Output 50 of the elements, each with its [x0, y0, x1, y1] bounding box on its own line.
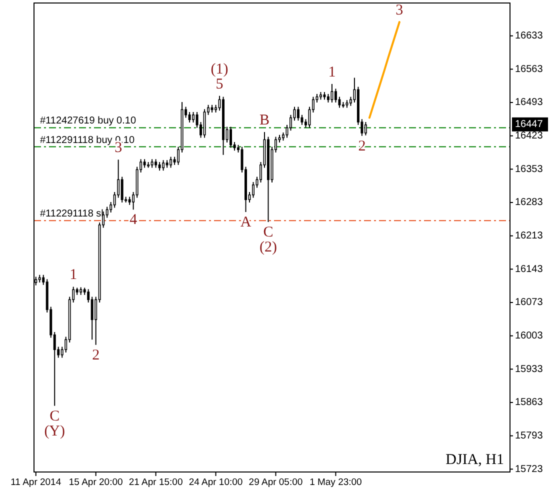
y-tick-label: 16213 [515, 230, 544, 242]
text: DJIA, H1 [446, 452, 504, 468]
y-tick-label: 16423 [515, 130, 544, 142]
annotation: C [263, 224, 274, 240]
annotation: 3 [396, 2, 404, 18]
annotation: 4 [130, 212, 138, 228]
y-tick-label: 15863 [515, 397, 544, 408]
candlestick [188, 112, 191, 124]
annotation: (Y) [44, 423, 66, 440]
y-tick-label: 16563 [515, 64, 544, 75]
candlestick [170, 156, 172, 168]
annotation: C [50, 408, 60, 424]
annotation: 2 [92, 347, 100, 364]
candlestick [364, 122, 367, 136]
line-series [368, 21, 400, 119]
y-tick-label: 16283 [515, 197, 544, 208]
x-tick-label: 11 Apr 2014 [10, 477, 62, 488]
candlestick [162, 160, 165, 172]
candlestick [252, 182, 255, 198]
y-tick-label: 16353 [515, 164, 544, 175]
y-tick-label: 16633 [515, 30, 544, 42]
ref-line-label: #112427619 buy 0.10 [40, 116, 136, 127]
annotation: 1 [70, 267, 78, 284]
candlestick [203, 108, 206, 138]
annotation: B [259, 112, 270, 128]
annotation: 2 [358, 138, 366, 154]
candlestick [120, 176, 124, 204]
candlestick [334, 88, 337, 104]
annotation: 5 [216, 76, 224, 92]
x-tick-label: 24 Apr 10:00 [188, 477, 243, 488]
annotation: 1 [328, 64, 336, 80]
candlestick [192, 112, 195, 124]
annotation: (1) [210, 61, 228, 78]
y-tick-label: 16003 [515, 330, 544, 342]
ref-line-label: #112291118 sl [40, 208, 104, 220]
x-tick-label: 29 Apr 05:00 [248, 477, 303, 488]
x-tick-label: 15 Apr 20:00 [68, 477, 123, 488]
x-tick-label: 21 Apr 15:00 [128, 477, 183, 488]
y-tick-label: 15933 [515, 364, 544, 375]
candlestick [296, 106, 300, 122]
candlestick [330, 83, 334, 104]
y-tick-label: 15793 [515, 430, 544, 442]
annotation: 16447 [515, 119, 544, 130]
y-tick-label: 15723 [515, 464, 544, 475]
y-tick-label: 16493 [515, 97, 544, 108]
y-tick-label: 16143 [515, 264, 544, 275]
y-tick-label: 16073 [515, 297, 544, 308]
x-tick-label: 1 May 23:00 [310, 477, 362, 488]
candlestick [230, 126, 232, 148]
annotation: (2) [260, 239, 277, 256]
